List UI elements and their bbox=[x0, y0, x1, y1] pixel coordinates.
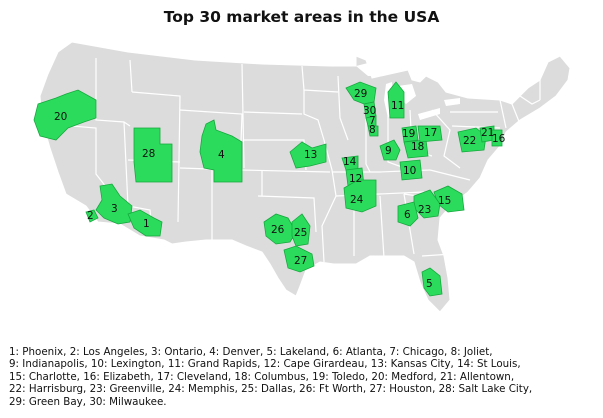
market-label-2: 2 bbox=[87, 210, 94, 222]
market-label-18: 18 bbox=[411, 141, 424, 153]
market-area-1 bbox=[127, 209, 163, 237]
market-label-30: 30 bbox=[363, 105, 376, 117]
market-label-6: 6 bbox=[404, 209, 411, 221]
market-label-23: 23 bbox=[418, 204, 431, 216]
market-area-3 bbox=[95, 183, 133, 225]
market-label-14: 14 bbox=[343, 156, 357, 168]
market-area-19 bbox=[401, 125, 419, 143]
market-label-27: 27 bbox=[294, 255, 307, 267]
legend-line: 9: Indianapolis, 10: Lexington, 11: Gran… bbox=[9, 358, 521, 371]
market-area-16 bbox=[491, 129, 503, 147]
market-label-3: 3 bbox=[111, 203, 118, 215]
market-label-26: 26 bbox=[271, 224, 285, 236]
market-label-11: 11 bbox=[391, 100, 404, 112]
market-label-10: 10 bbox=[403, 165, 416, 177]
market-label-19: 19 bbox=[402, 128, 415, 140]
market-area-18 bbox=[403, 139, 429, 159]
market-label-9: 9 bbox=[385, 145, 392, 157]
usa-landmass bbox=[39, 41, 571, 313]
market-label-13: 13 bbox=[304, 149, 317, 161]
market-area-5 bbox=[421, 267, 443, 297]
market-label-20: 20 bbox=[54, 111, 67, 123]
market-areas bbox=[33, 81, 503, 297]
usa-market-map: 1 2 3 4 5 6 7 8 9 10 11 12 13 14 15 16 1… bbox=[33, 41, 571, 313]
market-label-12: 12 bbox=[349, 173, 362, 185]
market-label-8: 8 bbox=[369, 124, 376, 136]
market-label-7: 7 bbox=[369, 115, 376, 127]
market-area-4 bbox=[199, 119, 243, 183]
market-area-2 bbox=[85, 209, 99, 223]
market-label-16: 16 bbox=[492, 133, 506, 145]
market-area-22 bbox=[457, 127, 487, 153]
market-area-25 bbox=[291, 213, 311, 247]
market-area-20 bbox=[33, 89, 97, 141]
market-label-15: 15 bbox=[438, 195, 451, 207]
legend-line: 15: Charlotte, 16: Elizabeth, 17: Clevel… bbox=[9, 370, 515, 383]
market-area-27 bbox=[283, 245, 315, 273]
market-label-29: 29 bbox=[354, 88, 367, 100]
market-area-28 bbox=[133, 127, 173, 183]
market-area-6 bbox=[397, 201, 419, 227]
map-title: Top 30 market areas in the USA bbox=[163, 8, 440, 26]
legend-line: 22: Harrisburg, 23: Greenville, 24: Memp… bbox=[9, 383, 533, 396]
market-label-17: 17 bbox=[424, 127, 437, 139]
market-label-4: 4 bbox=[218, 149, 225, 161]
market-labels: 1 2 3 4 5 6 7 8 9 10 11 12 13 14 15 16 1… bbox=[54, 88, 506, 290]
market-area-13 bbox=[289, 141, 327, 169]
market-label-1: 1 bbox=[143, 218, 150, 230]
market-label-5: 5 bbox=[426, 278, 433, 290]
market-label-25: 25 bbox=[294, 227, 307, 239]
market-area-8 bbox=[367, 125, 379, 137]
market-label-22: 22 bbox=[463, 135, 476, 147]
legend-line: 1: Phoenix, 2: Los Angeles, 3: Ontario, … bbox=[9, 346, 493, 358]
market-area-10 bbox=[399, 159, 423, 181]
market-legend: 1: Phoenix, 2: Los Angeles, 3: Ontario, … bbox=[9, 346, 599, 408]
market-label-24: 24 bbox=[350, 194, 364, 206]
market-area-24 bbox=[343, 179, 377, 213]
legend-line: 29: Green Bay, 30: Milwaukee. bbox=[9, 395, 167, 408]
market-area-17 bbox=[417, 125, 443, 143]
market-area-11 bbox=[387, 81, 405, 119]
market-label-28: 28 bbox=[142, 148, 155, 160]
market-label-21: 21 bbox=[481, 127, 494, 139]
market-area-9 bbox=[379, 139, 401, 161]
